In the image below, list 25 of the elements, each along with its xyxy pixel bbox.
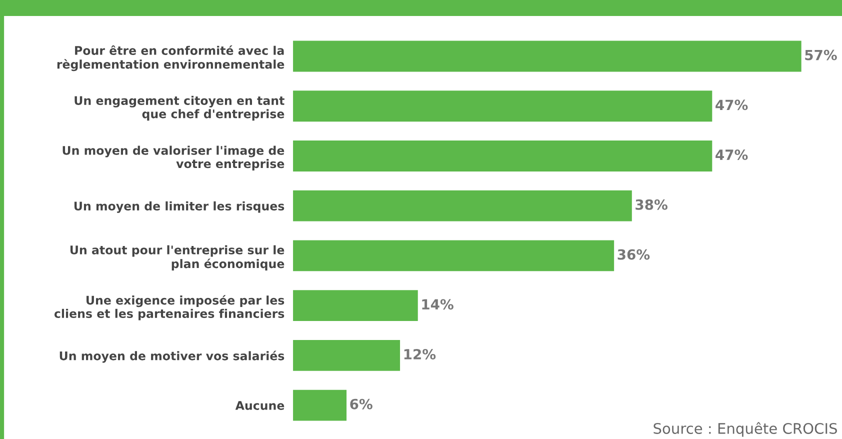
data-label: 14% — [422, 299, 454, 310]
bar — [293, 340, 400, 371]
data-label: 36% — [618, 249, 650, 260]
annotation: Source : Enquête CROCIS — [654, 422, 837, 437]
y-tick-label: Un moyen de valoriser l'image de votre entreprise — [62, 146, 284, 170]
y-tick-label: Un moyen de limiter les risques — [74, 201, 284, 213]
data-label: 12% — [404, 348, 436, 360]
y-tick-label: Un engagement citoyen en tant que chef d'entreprise — [74, 96, 284, 121]
y-tick-label: Un moyen de motiver vos salariés — [60, 350, 284, 363]
bar — [293, 140, 712, 172]
bar — [293, 290, 418, 322]
y-tick-label: Pour être en conformité avec la règlementation environnementale — [57, 45, 284, 72]
data-label: 47% — [716, 150, 748, 160]
data-label: 6% — [350, 398, 372, 410]
y-tick-label: Une exigence imposée par les cliens et les partenaires financiers — [54, 295, 284, 320]
y-tick-label: Un atout pour l'entreprise sur le plan économique — [70, 245, 284, 270]
data-label: 57% — [805, 50, 837, 60]
data-label: 47% — [716, 100, 748, 110]
data-label: 38% — [636, 199, 668, 210]
bar — [293, 40, 802, 72]
bar — [293, 240, 614, 272]
bar — [293, 90, 712, 122]
y-tick-label: Aucune — [235, 401, 284, 410]
bar — [293, 390, 347, 421]
bar — [293, 190, 632, 222]
